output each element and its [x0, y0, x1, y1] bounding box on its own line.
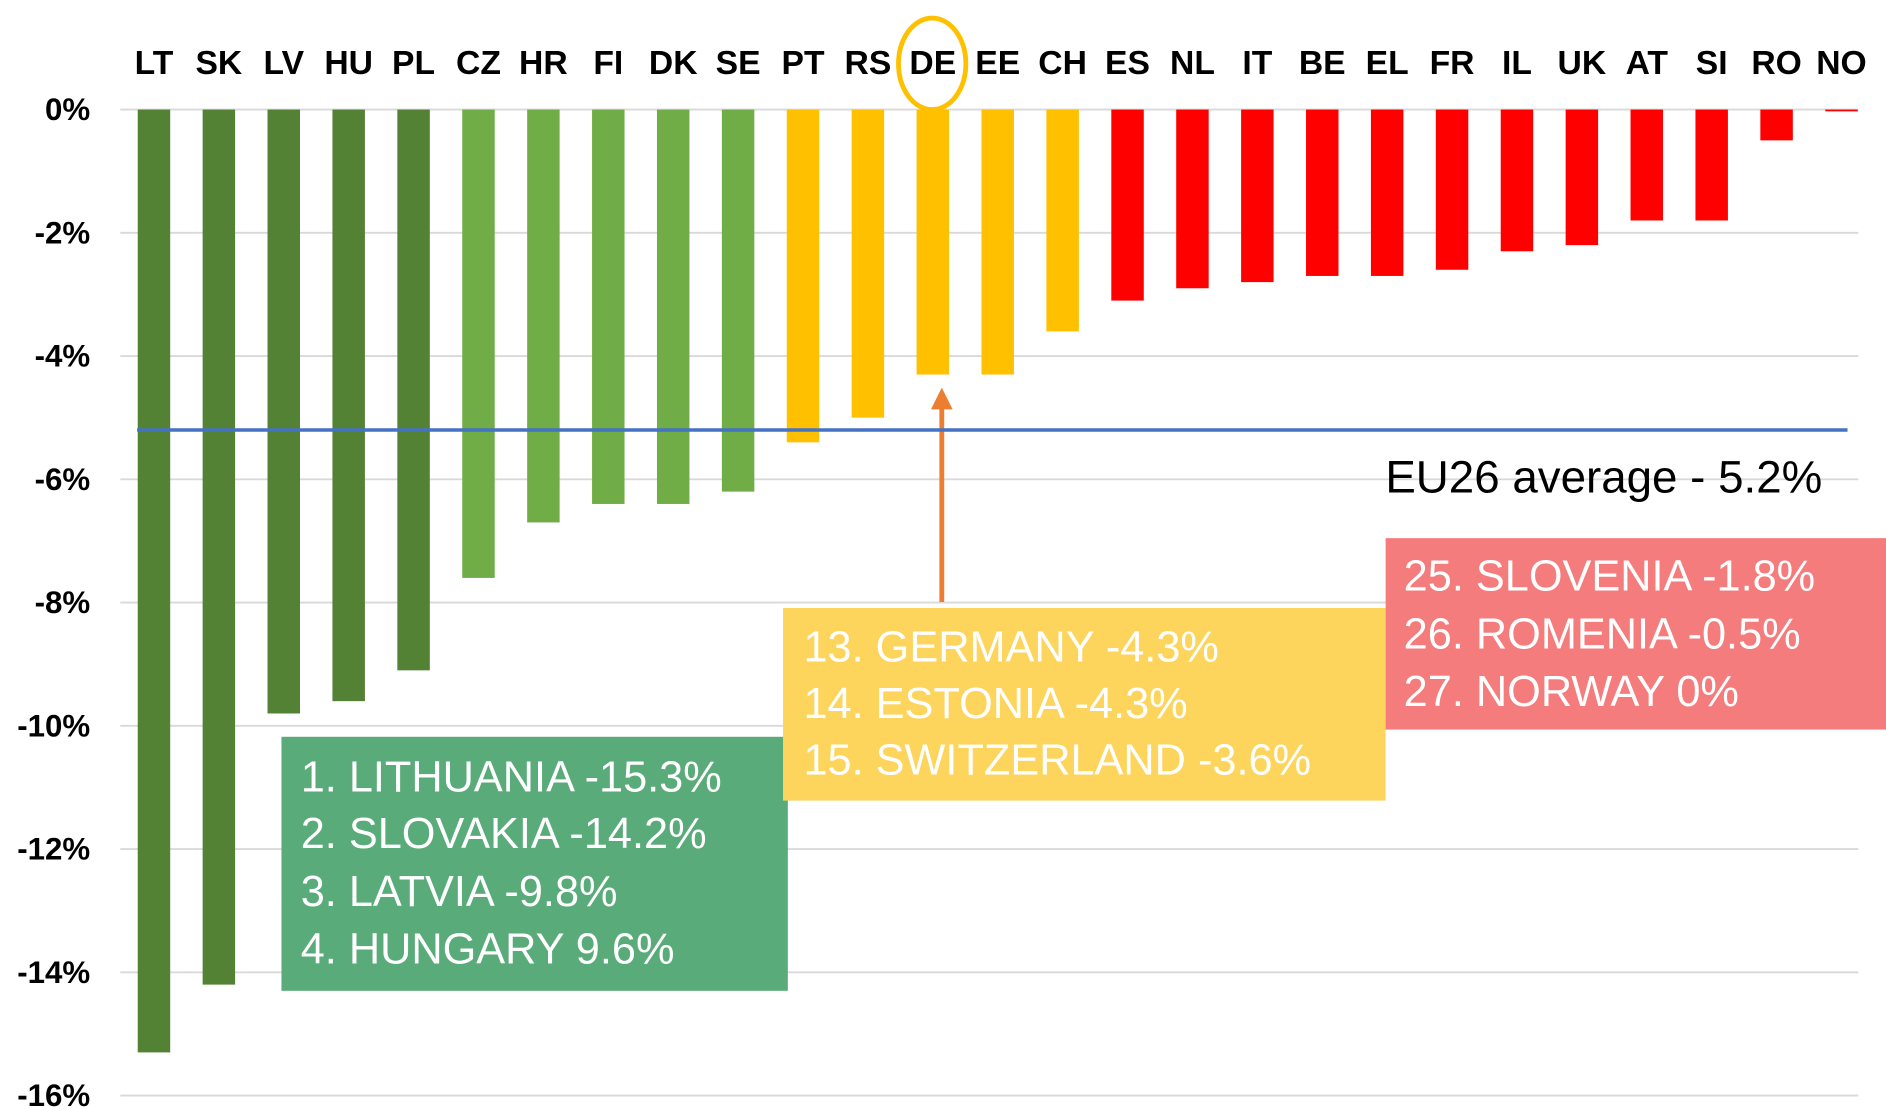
- y-tick-label: -12%: [17, 832, 90, 867]
- x-tick-label: SI: [1696, 45, 1728, 82]
- annotation-text: 14. ESTONIA -4.3%: [803, 680, 1187, 728]
- x-tick-label: CH: [1038, 45, 1087, 82]
- x-tick-label: BE: [1299, 45, 1346, 82]
- bar: [1760, 109, 1793, 141]
- x-tick-label: HU: [324, 45, 373, 82]
- annotation-text: 13. GERMANY -4.3%: [803, 624, 1218, 672]
- highlight-circle: [896, 15, 969, 112]
- bar: [1565, 109, 1599, 246]
- y-tick-label: -2%: [35, 215, 91, 250]
- bar: [656, 109, 690, 504]
- x-tick-label: UK: [1558, 45, 1607, 82]
- bar: [721, 109, 755, 492]
- x-tick-label: NO: [1816, 45, 1867, 82]
- x-tick-label: FR: [1430, 45, 1475, 82]
- y-tick-label: -16%: [17, 1078, 90, 1110]
- x-tick-label: EL: [1366, 45, 1409, 82]
- bar: [1046, 109, 1079, 332]
- annotation-box: [1385, 538, 1886, 730]
- bar: [332, 109, 365, 702]
- y-tick-label: -6%: [35, 462, 91, 497]
- bar: [267, 109, 301, 714]
- bar: [851, 109, 885, 418]
- bar: [1695, 109, 1728, 221]
- annotation-text: 2. SLOVAKIA -14.2%: [301, 810, 707, 858]
- bar: [1630, 109, 1664, 221]
- bar: [786, 109, 820, 443]
- x-tick-label: AT: [1626, 45, 1669, 82]
- x-tick-label: FI: [593, 45, 623, 82]
- x-tick-label: EE: [975, 45, 1020, 82]
- x-tick-label: IL: [1502, 45, 1532, 82]
- x-tick-label: PL: [392, 45, 435, 82]
- annotation-text: 3. LATVIA -9.8%: [301, 868, 618, 916]
- arrow-head: [930, 387, 953, 410]
- annotation-box: [783, 607, 1386, 801]
- labels: 0% -2% -4% -6% -8% -10% -12% -14% -16% LT SK LV HU PL…: [17, 45, 1867, 1110]
- annotation-text: 26. ROMENIA -0.5%: [1404, 610, 1801, 658]
- x-tick-label: LV: [264, 45, 305, 82]
- bar: [1306, 109, 1339, 276]
- y-tick-label: -14%: [17, 955, 90, 990]
- bar: [137, 109, 171, 1053]
- bar: [592, 109, 625, 504]
- bar: [1111, 109, 1144, 301]
- y-tick-label: 0%: [45, 92, 90, 127]
- x-tick-label: RO: [1751, 45, 1802, 82]
- x-tick-label: LT: [135, 45, 174, 82]
- annotation-text: 4. HUNGARY 9.6%: [301, 926, 675, 974]
- bar: [1370, 109, 1404, 276]
- x-tick-label: IT: [1242, 45, 1272, 82]
- bar: [916, 109, 950, 375]
- bar: [1241, 109, 1274, 283]
- x-tick-label: ES: [1105, 45, 1150, 82]
- y-tick-label: -8%: [35, 585, 91, 620]
- annotation-text: 15. SWITZERLAND -3.6%: [803, 737, 1311, 785]
- x-tick-label: HR: [519, 45, 568, 82]
- bar: [1176, 109, 1209, 289]
- annotation-box: [281, 736, 788, 991]
- x-tick-label: DK: [649, 45, 698, 82]
- x-tick-label: SE: [716, 45, 761, 82]
- average-label: EU26 average - 5.2%: [1385, 452, 1822, 503]
- bar: [981, 109, 1014, 375]
- x-tick-label: PT: [781, 45, 824, 82]
- bar: [1500, 109, 1534, 252]
- annotation-text: 25. SLOVENIA -1.8%: [1404, 553, 1815, 601]
- x-tick-label: SK: [195, 45, 242, 82]
- y-tick-label: -10%: [17, 708, 90, 743]
- y-tick-label: -4%: [35, 339, 91, 374]
- x-tick-label: DE: [909, 45, 956, 82]
- annotation-text: 27. NORWAY 0%: [1404, 668, 1739, 716]
- bar: [1825, 109, 1858, 112]
- bar: [527, 109, 560, 523]
- annotation-text: 1. LITHUANIA -15.3%: [301, 754, 722, 802]
- x-tick-label: NL: [1170, 45, 1215, 82]
- bar: [202, 109, 236, 985]
- bar: [1435, 109, 1469, 270]
- bars: [137, 109, 1858, 1053]
- x-tick-label: CZ: [456, 45, 501, 82]
- bar: [397, 109, 430, 671]
- x-tick-label: RS: [845, 45, 892, 82]
- bar: [462, 109, 495, 578]
